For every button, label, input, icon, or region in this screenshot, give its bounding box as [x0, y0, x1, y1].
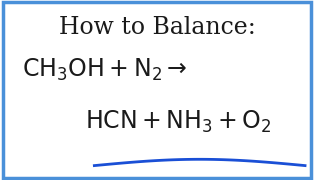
Text: How to Balance:: How to Balance:: [59, 16, 256, 39]
Text: $\mathregular{HCN + NH_3 + O_2}$: $\mathregular{HCN + NH_3 + O_2}$: [85, 109, 271, 135]
Text: $\mathregular{CH_3OH + N_2 \rightarrow}$: $\mathregular{CH_3OH + N_2 \rightarrow}$: [22, 57, 188, 83]
